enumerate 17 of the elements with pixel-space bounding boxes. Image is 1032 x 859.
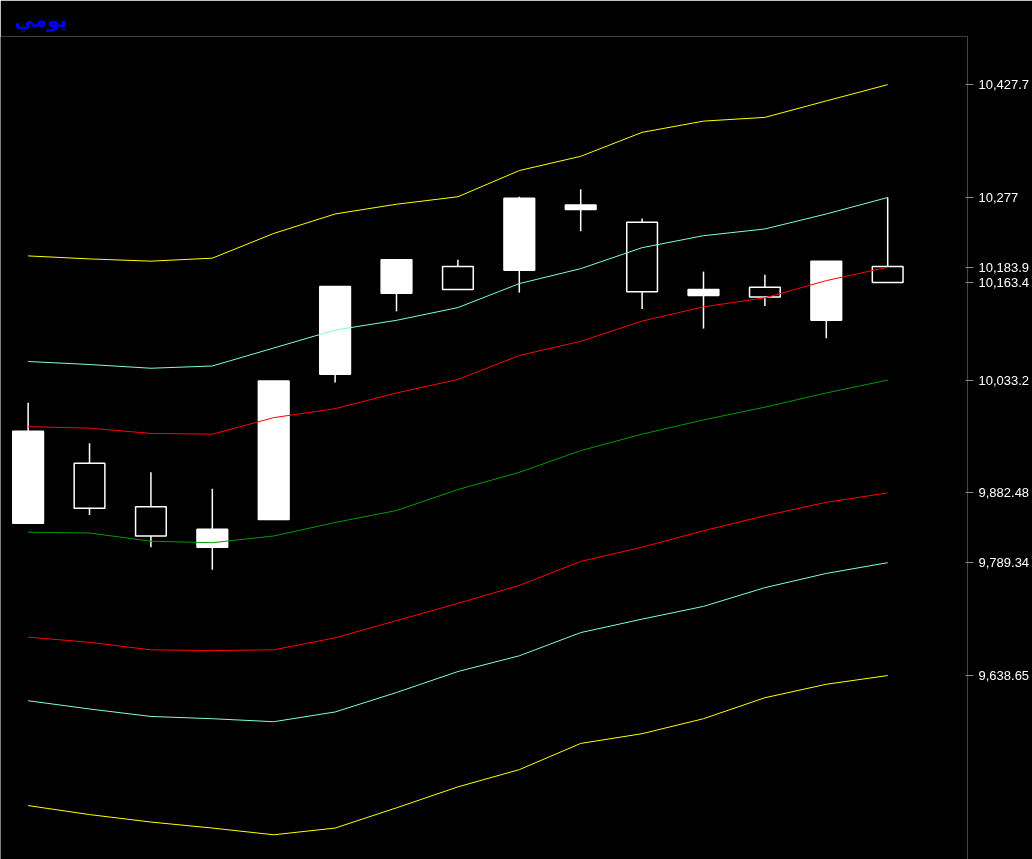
line-series: [27, 379, 889, 544]
y-tick-label: 9,789.34: [978, 555, 1030, 571]
y-tick-label: 10,033.2: [978, 372, 1030, 388]
y-tick-label: 9,882.48: [978, 485, 1030, 501]
chart-title: يومي: [14, 7, 68, 33]
y-tick-label: 10,163.4: [978, 275, 1030, 291]
candlestick: [564, 188, 597, 232]
line-series: [27, 562, 889, 723]
line-series: [27, 84, 889, 262]
y-tick-label: 10,427.7: [978, 77, 1030, 93]
line-series: [27, 675, 889, 836]
line-series: [27, 492, 889, 652]
y-tick-label: 9,638.65: [978, 668, 1030, 684]
line-series: [27, 197, 889, 369]
candlestick: [687, 270, 720, 330]
y-tick-label: 10,183.9: [978, 259, 1030, 275]
y-tick-label: 10,277: [978, 190, 1019, 206]
